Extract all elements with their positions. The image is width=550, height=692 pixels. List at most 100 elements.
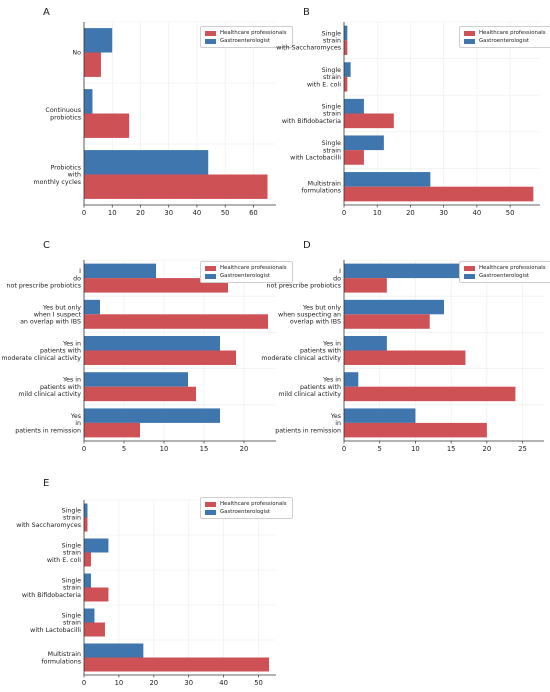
panel-letter-c: C bbox=[43, 240, 50, 251]
category-label-line: I bbox=[79, 268, 81, 275]
legend-swatch-gastro bbox=[205, 509, 216, 515]
x-tick-label: 20 bbox=[136, 209, 145, 217]
x-tick-label: 50 bbox=[254, 679, 263, 687]
category-label-line: Yes bbox=[330, 413, 341, 420]
x-tick-label: 0 bbox=[82, 209, 86, 217]
legend-label-gastro: Gastroenterologist bbox=[479, 273, 529, 279]
category-label-line: Continuous bbox=[45, 107, 81, 114]
bar-gastroenterologist bbox=[84, 573, 91, 588]
bar-gastroenterologist bbox=[84, 150, 209, 175]
category-label-line: strain bbox=[323, 111, 341, 118]
legend-swatch-healthcare bbox=[205, 265, 216, 271]
legend-item-healthcare: Healthcare professionals bbox=[205, 29, 287, 37]
legend-item-healthcare: Healthcare professionals bbox=[205, 264, 287, 272]
category-label-line: with Saccharomyces bbox=[16, 522, 81, 529]
panel-letter-b: B bbox=[303, 7, 310, 18]
category-label-line: strain bbox=[63, 585, 81, 592]
category-label: Probiotics with monthly cycles bbox=[34, 165, 81, 186]
category-label-line: strain bbox=[63, 620, 81, 627]
category-label-line: Single bbox=[322, 140, 341, 147]
category-label-line: formulations bbox=[301, 188, 341, 195]
category-label: Single strain with E. coli bbox=[47, 543, 81, 564]
x-tick-label: 30 bbox=[164, 209, 173, 217]
x-tick-label: 20 bbox=[406, 209, 415, 217]
category-label-line: Single bbox=[322, 104, 341, 111]
legend-label-healthcare: Healthcare professionals bbox=[220, 265, 287, 271]
category-label: Yes in patients with moderate clinical act… bbox=[1, 341, 81, 362]
category-label: Continuous probiotics bbox=[45, 107, 81, 121]
category-label-line: Yes in bbox=[322, 341, 341, 348]
x-tick-label: 40 bbox=[219, 679, 228, 687]
category-label-line: patients with bbox=[300, 384, 341, 391]
bar-healthcare-professionals bbox=[84, 386, 196, 402]
category-label-line: Yes but only bbox=[42, 304, 81, 311]
category-label-line: not prescribe probiotics bbox=[7, 283, 81, 290]
bar-healthcare-professionals bbox=[344, 40, 348, 55]
category-label-line: Single bbox=[62, 543, 81, 550]
category-label: Multistrain formulations bbox=[41, 651, 81, 665]
category-label-line: with Lactobacilli bbox=[30, 627, 81, 634]
category-label-line: mild clinical activity bbox=[18, 391, 81, 398]
category-label: No bbox=[72, 50, 81, 57]
category-label-line: Single bbox=[62, 508, 81, 515]
bar-healthcare-professionals bbox=[84, 587, 109, 602]
bar-healthcare-professionals bbox=[344, 150, 364, 165]
legend-item-gastro: Gastroenterologist bbox=[464, 272, 546, 280]
category-label: Single strain with Bifidobacteria bbox=[22, 578, 81, 599]
category-label-line: with Lactobacilli bbox=[290, 155, 341, 162]
legend-item-gastro: Gastroenterologist bbox=[205, 272, 287, 280]
category-label-line: Probiotics bbox=[50, 165, 81, 172]
category-label-line: Multistrain bbox=[308, 180, 341, 187]
legend-swatch-healthcare bbox=[464, 265, 475, 271]
panel-letter-e: E bbox=[43, 478, 50, 489]
category-label-line: patients with bbox=[300, 348, 341, 355]
x-tick-label: 10 bbox=[373, 209, 382, 217]
category-label-line: moderate clinical activity bbox=[261, 355, 341, 362]
bar-healthcare-professionals bbox=[344, 113, 394, 129]
category-label: Yes in patients with mild clinical activit… bbox=[18, 377, 81, 398]
bar-healthcare-professionals bbox=[84, 517, 88, 532]
category-label-line: patients with bbox=[40, 384, 81, 391]
x-tick-label: 25 bbox=[518, 445, 527, 453]
category-label: Yes in patients with mild clinical activit… bbox=[278, 377, 341, 398]
category-label-line: patients in remission bbox=[15, 427, 81, 434]
category-label: Single strain with Saccharomyces bbox=[16, 508, 81, 529]
category-label: Single strain with Lactobacilli bbox=[30, 613, 81, 634]
x-tick-label: 5 bbox=[378, 445, 382, 453]
category-label-line: probiotics bbox=[50, 114, 81, 121]
x-tick-label: 40 bbox=[193, 209, 202, 217]
bar-gastroenterologist bbox=[84, 89, 93, 114]
category-label-line: an overlap with IBS bbox=[20, 319, 81, 326]
legend-swatch-healthcare bbox=[464, 30, 475, 36]
category-label-line: with Bifidobacteria bbox=[282, 118, 341, 125]
x-tick-label: 20 bbox=[240, 445, 249, 453]
x-tick-label: 0 bbox=[342, 209, 346, 217]
category-label-line: when I suspect bbox=[34, 312, 82, 319]
chart-panel-b: B Single strain with Saccharomyces Single st… bbox=[275, 0, 550, 225]
x-tick-label: 40 bbox=[473, 209, 482, 217]
legend-item-gastro: Gastroenterologist bbox=[464, 37, 546, 45]
panel-letter-a: A bbox=[43, 7, 50, 18]
category-label: Single strain with Lactobacilli bbox=[290, 140, 341, 161]
legend-label-gastro: Gastroenterologist bbox=[220, 38, 270, 44]
category-label: Single strain with Saccharomyces bbox=[276, 30, 341, 51]
legend-label-healthcare: Healthcare professionals bbox=[220, 30, 287, 36]
x-tick-label: 50 bbox=[221, 209, 230, 217]
bar-healthcare-professionals bbox=[84, 174, 268, 199]
x-tick-label: 10 bbox=[115, 679, 124, 687]
panel-letter-d: D bbox=[303, 240, 311, 251]
legend-label-healthcare: Healthcare professionals bbox=[479, 30, 546, 36]
legend-label-healthcare: Healthcare professionals bbox=[479, 265, 546, 271]
legend-label-gastro: Gastroenterologist bbox=[220, 273, 270, 279]
bar-gastroenterologist bbox=[344, 336, 387, 351]
category-label-line: strain bbox=[323, 74, 341, 81]
x-tick-label: 15 bbox=[447, 445, 456, 453]
legend-swatch-healthcare bbox=[205, 501, 216, 507]
category-label-line: overlap with IBS bbox=[290, 319, 341, 326]
bar-healthcare-professionals bbox=[84, 52, 101, 77]
category-label: Multistrain formulations bbox=[301, 180, 341, 194]
